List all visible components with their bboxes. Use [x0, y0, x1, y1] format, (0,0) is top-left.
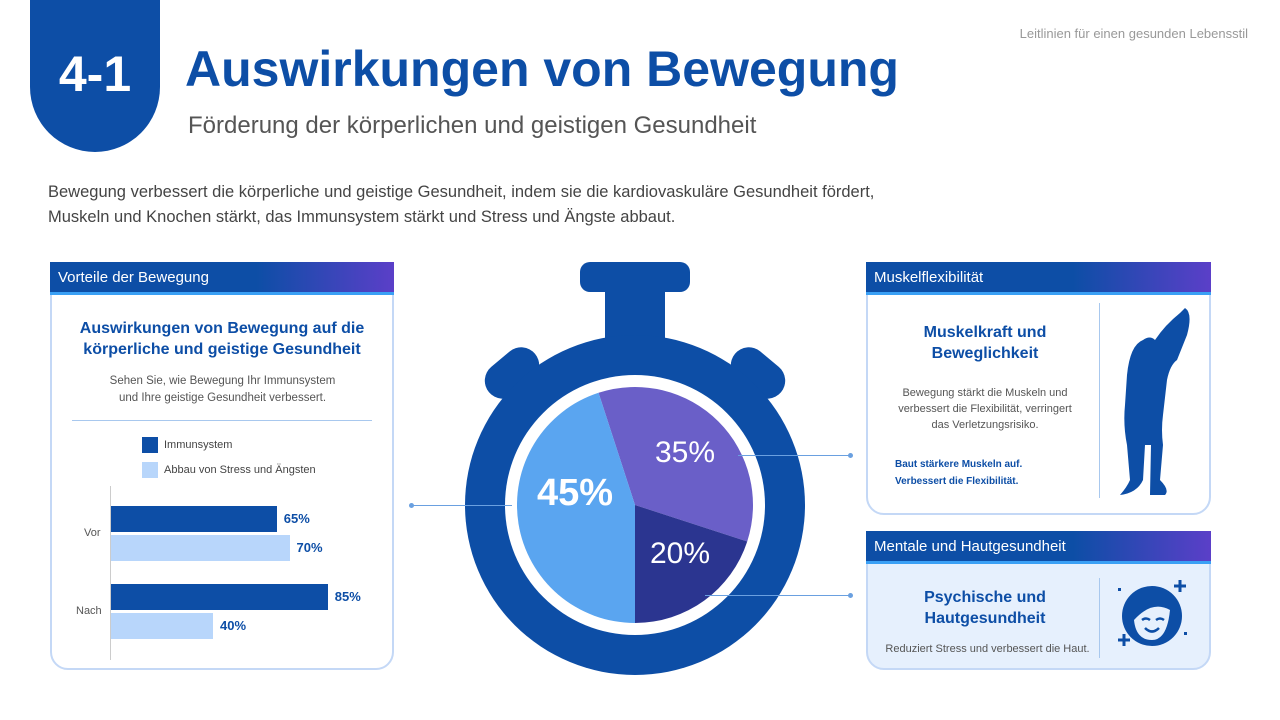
pie-slice [635, 505, 748, 623]
bar [111, 613, 213, 639]
pie-slice-label: 35% [655, 436, 715, 469]
legend-swatch [142, 462, 158, 478]
mental-text: Reduziert Stress und verbessert die Haut… [885, 643, 1090, 655]
section-number: 4-1 [30, 0, 160, 152]
benefits-text: Sehen Sie, wie Bewegung Ihr Immunsystem … [109, 375, 336, 404]
benefits-title: Auswirkungen von Bewegung auf die körper… [79, 320, 365, 358]
muscle-panel-header: Muskelflexibilität [866, 262, 1211, 295]
connector-line [705, 595, 850, 596]
legend-immunsystem: Immunsystem [142, 437, 232, 453]
pie-slice-label: 20% [650, 537, 710, 570]
legend-label: Immunsystem [164, 439, 233, 451]
category-label: Nach [76, 605, 102, 617]
bar-value-label: 70% [296, 540, 323, 555]
divider [1099, 303, 1100, 498]
divider [72, 420, 372, 421]
connector-line [738, 455, 850, 456]
mental-title: Psychische und Hautgesundheit [924, 589, 1046, 627]
stretching-person-icon [1120, 308, 1190, 495]
intro-text: Bewegung verbessert die körperliche und … [48, 183, 875, 226]
mental-panel-header: Mentale und Hautgesundheit [866, 531, 1211, 564]
benefits-panel-header: Vorteile der Bewegung [50, 262, 394, 295]
muscle-bullets: Baut stärkere Muskeln auf. Verbessert di… [895, 456, 1022, 490]
legend-stress: Abbau von Stress und Ängsten [142, 462, 316, 478]
connector-dot [409, 503, 414, 508]
bar [111, 584, 328, 610]
pie-slice [517, 392, 635, 623]
page-title: Auswirkungen von Bewegung [185, 41, 899, 97]
divider [1099, 578, 1100, 658]
stopwatch-pie-chart: 35% 20% 45% [465, 262, 805, 675]
y-axis [110, 486, 111, 660]
bar-value-label: 85% [334, 589, 361, 604]
muscle-text: Bewegung stärkt die Muskeln und verbesse… [898, 387, 1072, 431]
bar-value-label: 65% [283, 511, 310, 526]
bar [111, 506, 277, 532]
bar-value-label: 40% [220, 618, 247, 633]
happy-face-sparkle-icon [1118, 580, 1187, 646]
connector-dot [848, 453, 853, 458]
muscle-title: Muskelkraft und Beweglichkeit [923, 324, 1047, 362]
page-subtitle: Förderung der körperlichen und geistigen… [188, 112, 757, 139]
header-caption: Leitlinien für einen gesunden Lebensstil [1019, 26, 1248, 41]
category-label: Vor [84, 527, 101, 539]
bullet-item: Verbessert die Flexibilität. [895, 476, 1019, 487]
connector-line [412, 505, 512, 506]
legend-label: Abbau von Stress und Ängsten [164, 464, 316, 476]
pie-slice [598, 387, 753, 542]
bar [111, 535, 290, 561]
pie-slice-label: 45% [537, 472, 613, 514]
legend-swatch [142, 437, 158, 453]
connector-dot [848, 593, 853, 598]
bullet-item: Baut stärkere Muskeln auf. [895, 459, 1023, 470]
